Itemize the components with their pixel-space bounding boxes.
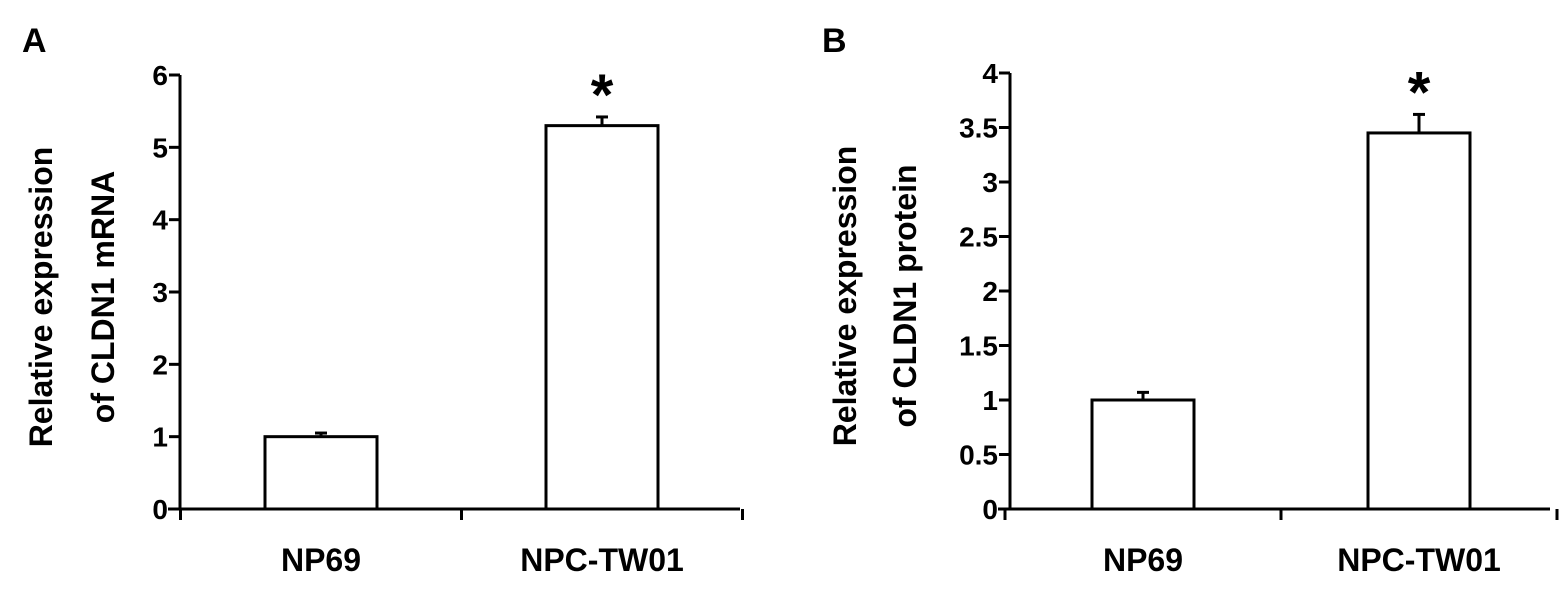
y-tick-label: 2 [152,349,168,380]
y-tick-label: 2.5 [959,222,998,253]
bar [1090,398,1196,511]
y-axis-title: of CLDN1 protein [887,164,923,427]
category-label: NPC-TW01 [1337,542,1501,578]
panel-a: A 0 1 2 3 4 5 6 NP69 NPC-TW01 * Relative expression… [22,22,744,578]
y-tick-label: 0 [982,494,998,525]
category-label: NP69 [281,542,361,578]
y-tick-label: 2 [982,276,998,307]
y-tick-label: 5 [152,132,168,163]
panel-b: B 0 0.5 1 1.5 2 2.5 3 3.5 4 NP69 NPC-TW01 * Relative … [822,22,1559,578]
y-tick-label: 3 [982,167,998,198]
y-tick-label: 1 [982,385,998,416]
significance-marker: * [1408,60,1431,125]
y-tick-label: 4 [152,205,168,236]
y-tick-label: 3.5 [959,113,998,144]
y-axis-title: of CLDN1 mRNA [85,171,121,423]
bar [1366,131,1472,511]
panel-letter: B [822,22,847,60]
y-tick-label: 3 [152,277,168,308]
y-tick-label: 4 [982,58,998,89]
y-tick-label: 0 [152,494,168,525]
y-tick-label: 1.5 [959,331,998,362]
panel-letter: A [22,22,47,60]
y-tick-label: 0.5 [959,440,998,471]
y-axis-title: Relative expression [23,147,59,448]
y-tick-label: 1 [152,422,168,453]
bar [544,124,660,511]
category-label: NPC-TW01 [520,542,684,578]
y-tick-label: 6 [152,60,168,91]
bar [263,435,379,511]
category-label: NP69 [1103,542,1183,578]
significance-marker: * [591,63,614,128]
y-axis-title: Relative expression [827,146,863,447]
